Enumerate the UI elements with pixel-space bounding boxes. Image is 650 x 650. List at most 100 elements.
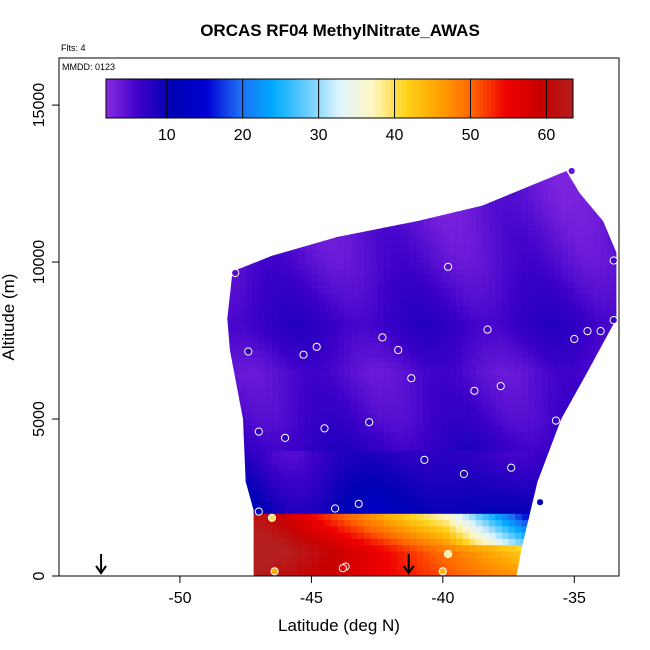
heatmap-cell xyxy=(364,544,372,552)
heatmap-cell xyxy=(318,393,326,401)
heatmap-cell xyxy=(469,274,477,282)
heatmap-cell xyxy=(567,550,575,558)
heatmap-cell xyxy=(285,193,293,200)
heatmap-cell xyxy=(311,400,319,408)
heatmap-cell xyxy=(528,494,536,502)
heatmap-cell xyxy=(436,174,444,182)
heatmap-cell xyxy=(350,437,358,445)
heatmap-cell xyxy=(304,532,312,539)
heatmap-cell xyxy=(548,557,556,565)
heatmap-cell xyxy=(245,312,253,320)
heatmap-cell xyxy=(410,538,418,546)
heatmap-cell xyxy=(410,368,418,376)
heatmap-cell xyxy=(245,550,253,558)
sample-point xyxy=(459,469,468,479)
heatmap-cell xyxy=(331,280,339,288)
heatmap-cell xyxy=(423,519,431,527)
heatmap-cell xyxy=(258,538,266,546)
heatmap-cell xyxy=(357,550,365,558)
heatmap-cell xyxy=(364,337,372,345)
heatmap-cell xyxy=(252,337,260,345)
heatmap-cell xyxy=(561,331,569,338)
heatmap-cell xyxy=(390,463,398,470)
heatmap-cell xyxy=(502,205,510,213)
heatmap-cell xyxy=(469,563,477,571)
heatmap-cell xyxy=(462,274,470,282)
heatmap-cell xyxy=(227,218,234,225)
heatmap-cell xyxy=(272,469,280,477)
heatmap-cell xyxy=(600,230,608,238)
heatmap-cell xyxy=(390,425,398,433)
heatmap-cell xyxy=(475,437,483,445)
heatmap-cell xyxy=(318,532,326,539)
heatmap-cell xyxy=(245,475,253,483)
heatmap-cell xyxy=(410,456,418,464)
heatmap-cell xyxy=(449,544,457,552)
heatmap-cell xyxy=(548,343,556,351)
heatmap-cell xyxy=(337,331,345,338)
heatmap-cell xyxy=(258,205,266,213)
heatmap-cell xyxy=(541,350,549,357)
heatmap-cell xyxy=(219,300,226,307)
heatmap-cell xyxy=(528,513,536,521)
heatmap-cell xyxy=(311,186,319,194)
heatmap-cell xyxy=(337,500,345,508)
heatmap-cell xyxy=(245,243,253,251)
heatmap-cell xyxy=(534,218,543,225)
heatmap-cell xyxy=(403,205,411,213)
heatmap-cell xyxy=(495,557,503,565)
heatmap-cell xyxy=(456,393,464,401)
heatmap-cell xyxy=(337,180,345,188)
heatmap-cell xyxy=(344,387,352,395)
heatmap-cell xyxy=(258,324,266,332)
heatmap-cell xyxy=(227,211,234,219)
heatmap-cell xyxy=(515,293,523,301)
heatmap-cell xyxy=(508,186,516,194)
heatmap-cell xyxy=(383,293,391,301)
heatmap-cell xyxy=(324,444,332,451)
heatmap-cell xyxy=(318,331,326,338)
colorbar: 10 20 30 40 50 60 xyxy=(105,78,574,144)
heatmap-cell xyxy=(304,218,312,225)
heatmap-cell xyxy=(337,456,345,464)
heatmap-cell xyxy=(528,180,536,188)
heatmap-cell xyxy=(370,532,378,539)
heatmap-cell xyxy=(423,450,431,458)
heatmap-cell xyxy=(219,563,226,570)
heatmap-cell xyxy=(449,299,457,307)
heatmap-cell xyxy=(521,550,529,558)
heatmap-cell xyxy=(423,255,431,263)
heatmap-cell xyxy=(475,425,483,433)
heatmap-cell xyxy=(285,525,293,533)
heatmap-cell xyxy=(272,318,280,326)
heatmap-cell xyxy=(331,450,339,458)
heatmap-cell xyxy=(456,299,464,307)
heatmap-cell xyxy=(396,255,404,263)
heatmap-cell xyxy=(265,368,273,376)
heatmap-cell xyxy=(488,557,497,565)
heatmap-cell xyxy=(436,312,444,320)
heatmap-cell xyxy=(469,362,477,370)
heatmap-cell xyxy=(337,306,345,313)
heatmap-cell xyxy=(456,550,464,558)
heatmap-cell xyxy=(587,412,595,420)
y-axis-label: Altitude (m) xyxy=(0,274,18,361)
heatmap-cell xyxy=(456,318,464,326)
heatmap-cell xyxy=(567,513,575,521)
heatmap-cell xyxy=(567,544,575,552)
heatmap-cell xyxy=(324,337,332,345)
heatmap-cell xyxy=(227,174,234,182)
heatmap-cell xyxy=(482,469,490,477)
heatmap-cell xyxy=(488,230,497,238)
heatmap-cell xyxy=(298,249,306,257)
heatmap-cell xyxy=(416,262,424,269)
heatmap-cell xyxy=(331,362,339,370)
heatmap-cell xyxy=(541,211,549,219)
heatmap-cell xyxy=(521,500,529,508)
heatmap-cell xyxy=(574,362,582,370)
heatmap-cell xyxy=(291,174,299,182)
heatmap-cell xyxy=(278,419,286,426)
heatmap-cell xyxy=(521,205,529,213)
heatmap-cell xyxy=(245,538,253,546)
heatmap-cell xyxy=(227,469,234,477)
